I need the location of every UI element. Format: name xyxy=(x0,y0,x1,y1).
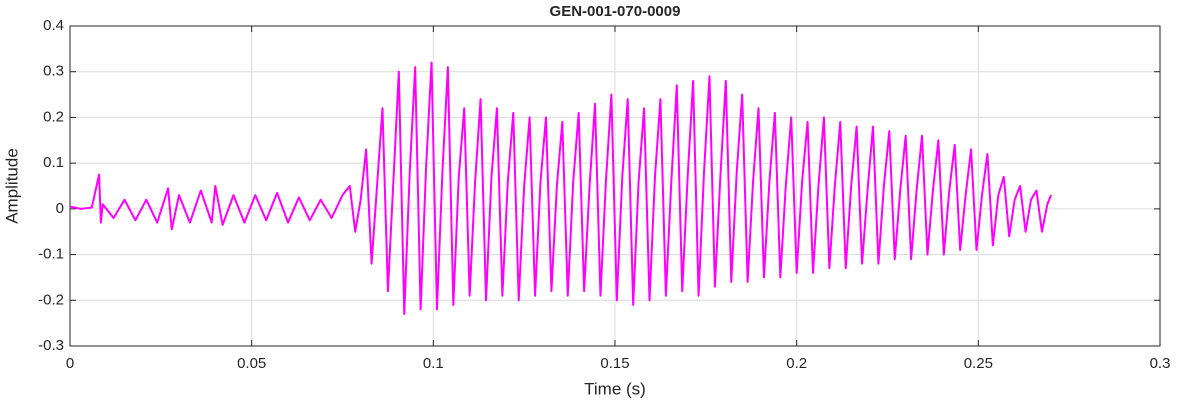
y-tick-label: 0.4 xyxy=(43,17,64,34)
x-tick-label: 0.2 xyxy=(786,355,807,372)
x-tick-label: 0.15 xyxy=(600,355,629,372)
y-tick-label: -0.2 xyxy=(38,291,64,308)
y-tick-label: 0.1 xyxy=(43,154,64,171)
x-tick-label: 0.25 xyxy=(964,355,993,372)
y-tick-label: -0.3 xyxy=(38,337,64,354)
y-tick-label: 0.2 xyxy=(43,108,64,125)
x-tick-label: 0.1 xyxy=(423,355,444,372)
waveform-line xyxy=(69,61,1052,315)
x-axis-label: Time (s) xyxy=(584,379,646,398)
x-tick-label: 0.05 xyxy=(237,355,266,372)
x-tick-label: 0 xyxy=(66,355,74,372)
y-tick-label: -0.1 xyxy=(38,246,64,263)
y-tick-label: 0 xyxy=(56,200,64,217)
x-tick-label: 0.3 xyxy=(1150,355,1171,372)
y-tick-label: 0.3 xyxy=(43,63,64,80)
plot-frame xyxy=(69,25,1161,347)
y-axis-label: Amplitude xyxy=(2,148,21,224)
chart-title: GEN-001-070-0009 xyxy=(550,3,681,20)
